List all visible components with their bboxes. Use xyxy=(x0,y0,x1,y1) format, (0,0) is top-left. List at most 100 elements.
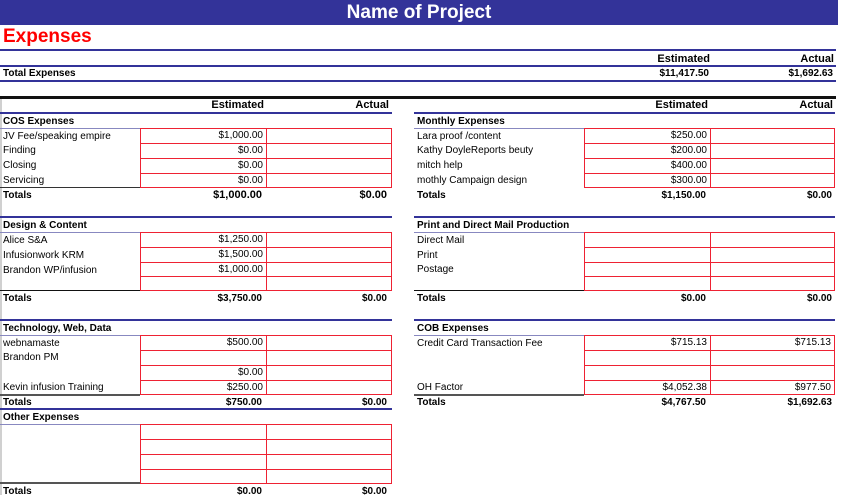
actual-cell[interactable] xyxy=(266,350,392,366)
actual-cell[interactable] xyxy=(710,365,835,381)
divider xyxy=(414,290,584,291)
row-label: Kathy DoyleReports beuty xyxy=(417,145,534,156)
row-label: Alice S&A xyxy=(3,235,48,246)
total-actual: $0.00 xyxy=(361,486,387,497)
estimated-cell[interactable]: $250.00 xyxy=(140,380,267,395)
actual-cell[interactable] xyxy=(266,365,392,381)
estimated-cell[interactable]: $1,000.00 xyxy=(140,262,267,277)
estimated-cell[interactable] xyxy=(584,262,711,277)
total-actual: $0.00 xyxy=(361,397,387,408)
actual-cell[interactable] xyxy=(266,232,392,248)
divider xyxy=(414,232,584,233)
actual-cell[interactable] xyxy=(266,335,392,351)
actual-cell[interactable] xyxy=(266,262,392,277)
row-label: Servicing xyxy=(3,175,45,186)
totals-label: Totals xyxy=(3,293,32,304)
estimated-cell[interactable] xyxy=(584,365,711,381)
estimated-cell[interactable]: $0.00 xyxy=(140,173,267,188)
estimated-cell[interactable] xyxy=(140,454,267,470)
totals-label: Totals xyxy=(417,293,446,304)
estimated-cell[interactable] xyxy=(584,247,711,263)
estimated-cell[interactable] xyxy=(140,469,267,484)
estimated-cell[interactable] xyxy=(584,276,711,291)
actual-cell[interactable] xyxy=(710,350,835,366)
totals-label: Totals xyxy=(417,190,446,201)
estimated-cell[interactable] xyxy=(584,232,711,248)
estimated-cell[interactable]: $300.00 xyxy=(584,173,711,188)
estimated-cell[interactable] xyxy=(140,276,267,291)
row-label: Brandon WP/infusion xyxy=(3,265,97,276)
divider xyxy=(0,408,392,410)
estimated-cell[interactable] xyxy=(584,350,711,366)
section-title: COS Expenses xyxy=(3,116,75,127)
actual-cell[interactable] xyxy=(266,173,392,188)
actual-cell[interactable] xyxy=(266,158,392,174)
actual-cell[interactable] xyxy=(710,232,835,248)
divider xyxy=(0,49,836,51)
estimated-cell[interactable]: $250.00 xyxy=(584,128,711,144)
actual-cell[interactable] xyxy=(266,454,392,470)
summary-col-estimated: Estimated xyxy=(657,53,710,65)
actual-cell[interactable] xyxy=(266,247,392,263)
row-label: JV Fee/speaking empire xyxy=(3,131,111,142)
total-estimated: $750.00 xyxy=(225,397,262,408)
actual-cell[interactable] xyxy=(266,439,392,455)
total-expenses-estimated[interactable]: $11,417.50 xyxy=(659,68,710,79)
section-title: Print and Direct Mail Production xyxy=(417,220,570,231)
total-actual: $0.00 xyxy=(806,190,832,201)
total-estimated: $0.00 xyxy=(680,293,706,304)
right-col-actual: Actual xyxy=(799,99,833,111)
actual-cell[interactable] xyxy=(710,276,835,291)
row-label: mitch help xyxy=(417,160,463,171)
totals-label: Totals xyxy=(3,397,32,408)
estimated-cell[interactable]: $1,250.00 xyxy=(140,232,267,248)
row-label: OH Factor xyxy=(417,382,464,393)
actual-cell[interactable] xyxy=(710,143,835,159)
estimated-cell[interactable]: $1,500.00 xyxy=(140,247,267,263)
total-estimated: $0.00 xyxy=(236,486,262,497)
divider xyxy=(0,187,140,188)
estimated-cell[interactable]: $400.00 xyxy=(584,158,711,174)
estimated-cell[interactable] xyxy=(140,424,267,440)
actual-cell[interactable] xyxy=(266,380,392,395)
estimated-cell[interactable]: $0.00 xyxy=(140,365,267,381)
estimated-cell[interactable]: $4,052.38 xyxy=(584,380,711,395)
actual-cell[interactable] xyxy=(710,173,835,188)
actual-cell[interactable] xyxy=(266,276,392,291)
total-estimated: $1,000.00 xyxy=(213,189,262,201)
divider xyxy=(414,319,835,321)
divider xyxy=(0,335,140,336)
estimated-cell[interactable]: $715.13 xyxy=(584,335,711,351)
actual-cell[interactable]: $977.50 xyxy=(710,380,835,395)
total-expenses-actual[interactable]: $1,692.63 xyxy=(788,68,834,79)
section-title: Other Expenses xyxy=(3,412,80,423)
total-actual: $0.00 xyxy=(361,293,387,304)
row-label: Closing xyxy=(3,160,37,171)
left-col-actual: Actual xyxy=(355,99,389,111)
divider xyxy=(0,424,140,425)
estimated-cell[interactable]: $1,000.00 xyxy=(140,128,267,144)
divider xyxy=(0,482,140,484)
actual-cell[interactable] xyxy=(266,424,392,440)
divider xyxy=(0,112,392,114)
estimated-cell[interactable] xyxy=(140,439,267,455)
page-title: Expenses xyxy=(3,26,92,47)
estimated-cell[interactable]: $0.00 xyxy=(140,158,267,174)
total-actual: $1,692.63 xyxy=(787,397,833,408)
estimated-cell[interactable]: $500.00 xyxy=(140,335,267,351)
estimated-cell[interactable] xyxy=(140,350,267,366)
actual-cell[interactable] xyxy=(266,143,392,159)
actual-cell[interactable] xyxy=(710,128,835,144)
actual-cell[interactable] xyxy=(710,247,835,263)
actual-cell[interactable] xyxy=(266,469,392,484)
total-actual: $0.00 xyxy=(359,189,387,201)
estimated-cell[interactable]: $0.00 xyxy=(140,143,267,159)
actual-cell[interactable] xyxy=(710,262,835,277)
divider xyxy=(0,80,836,82)
actual-cell[interactable] xyxy=(710,158,835,174)
actual-cell[interactable] xyxy=(266,128,392,144)
actual-cell[interactable]: $715.13 xyxy=(710,335,835,351)
estimated-cell[interactable]: $200.00 xyxy=(584,143,711,159)
divider xyxy=(0,394,140,396)
totals-label: Totals xyxy=(3,486,32,497)
